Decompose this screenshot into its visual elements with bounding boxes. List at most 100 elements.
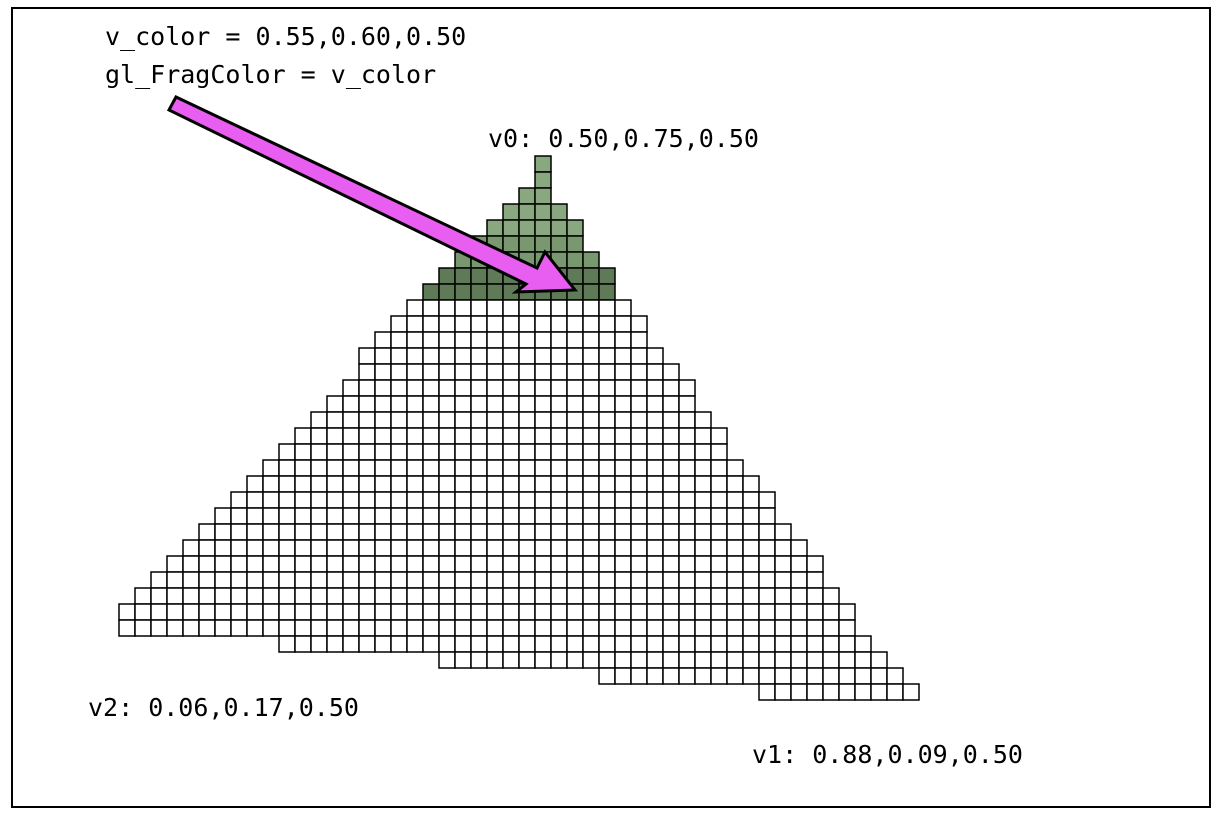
fragment-cell [486,491,504,509]
fragment-cell [470,475,488,493]
fragment-cell [566,475,584,493]
fragment-cell [198,523,216,541]
fragment-cell [326,395,344,413]
fragment-cell [614,363,632,381]
fragment-cell [630,331,648,349]
fragment-cell [678,427,696,445]
fragment-cell [454,523,472,541]
fragment-cell [278,491,296,509]
fragment-cell [342,555,360,573]
fragment-cell [486,651,504,669]
fragment-cell [534,299,552,317]
fragment-cell [870,683,888,701]
fragment-cell [742,667,760,685]
fragment-cell [342,619,360,637]
fragment-cell [214,555,232,573]
fragment-cell [390,539,408,557]
fragment-cell [598,299,616,317]
fragment-cell [246,475,264,493]
fragment-cell [806,587,824,605]
fragment-cell [198,571,216,589]
shaded-fragment [518,187,536,205]
fragment-cell [214,603,232,621]
fragment-cell [694,571,712,589]
fragment-cell [358,635,376,653]
fragment-cell [502,507,520,525]
shaded-fragment [534,203,552,221]
fragment-cell [358,475,376,493]
fragment-cell [390,603,408,621]
fragment-cell [598,619,616,637]
fragment-cell [582,571,600,589]
fragment-cell [694,475,712,493]
fragment-cell [822,651,840,669]
fragment-cell [646,667,664,685]
code-line-fragcolor: gl_FragColor = v_color [105,60,436,89]
fragment-cell [710,475,728,493]
fragment-cell [326,411,344,429]
fragment-cell [598,331,616,349]
fragment-cell [422,395,440,413]
fragment-cell [374,331,392,349]
fragment-cell [582,539,600,557]
fragment-cell [294,523,312,541]
fragment-cell [630,635,648,653]
fragment-cell [758,603,776,621]
fragment-cell [550,491,568,509]
fragment-cell [806,619,824,637]
fragment-cell [278,587,296,605]
fragment-cell [646,443,664,461]
fragment-cell [758,507,776,525]
fragment-cell [646,555,664,573]
fragment-cell [518,299,536,317]
fragment-cell [470,619,488,637]
fragment-cell [598,411,616,429]
fragment-cell [534,539,552,557]
fragment-cell [710,443,728,461]
fragment-cell [662,651,680,669]
fragment-cell [582,619,600,637]
fragment-cell [534,523,552,541]
fragment-cell [294,571,312,589]
fragment-cell [326,539,344,557]
fragment-cell [566,395,584,413]
fragment-cell [646,507,664,525]
fragment-cell [694,587,712,605]
fragment-cell [358,459,376,477]
shaded-fragment [534,235,552,253]
fragment-cell [726,571,744,589]
fragment-cell [470,587,488,605]
fragment-cell [486,363,504,381]
fragment-cell [726,603,744,621]
fragment-cell [646,459,664,477]
fragment-cell [374,523,392,541]
fragment-cell [598,587,616,605]
fragment-cell [454,331,472,349]
fragment-cell [198,619,216,637]
fragment-cell [358,539,376,557]
fragment-cell [534,363,552,381]
fragment-cell [262,491,280,509]
fragment-cell [582,587,600,605]
shaded-fragment [582,267,600,285]
fragment-cell [342,459,360,477]
fragment-cell [454,427,472,445]
fragment-cell [550,459,568,477]
fragment-cell [582,443,600,461]
fragment-cell [438,507,456,525]
fragment-cell [646,603,664,621]
fragment-cell [518,619,536,637]
fragment-cell [230,587,248,605]
fragment-cell [150,619,168,637]
fragment-cell [598,651,616,669]
fragment-cell [646,347,664,365]
fragment-cell [678,395,696,413]
fragment-cell [326,459,344,477]
fragment-cell [486,411,504,429]
fragment-cell [646,619,664,637]
fragment-cell [678,619,696,637]
fragment-cell [470,491,488,509]
fragment-cell [278,475,296,493]
fragment-cell [374,507,392,525]
fragment-cell [134,619,152,637]
